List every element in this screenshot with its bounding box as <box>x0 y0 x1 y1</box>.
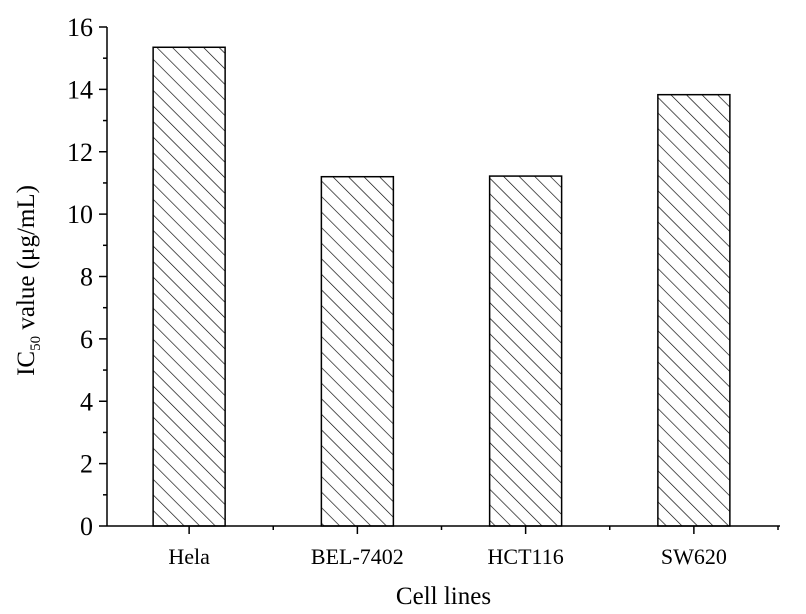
y-tick-label: 0 <box>80 512 93 541</box>
bar-bel-7402 <box>320 175 395 527</box>
y-axis-title: IC50 value (μg/mL) <box>13 185 44 376</box>
y-tick-label: 8 <box>80 263 93 292</box>
x-tick-label: HCT116 <box>488 544 564 569</box>
bar-hct116 <box>488 175 563 527</box>
y-tick-label: 14 <box>67 75 93 104</box>
x-tick-label: BEL-7402 <box>311 544 404 569</box>
y-tick-label: 6 <box>80 325 93 354</box>
y-tick-label: 4 <box>80 387 93 416</box>
bars <box>152 46 731 527</box>
bar-sw620 <box>657 93 731 527</box>
y-tick-label: 10 <box>67 200 93 229</box>
x-tick-label: Hela <box>168 544 210 569</box>
y-tick-label: 2 <box>80 450 93 479</box>
y-tick-label: 12 <box>67 138 93 167</box>
x-tick-label: SW620 <box>661 544 727 569</box>
y-tick-label: 16 <box>67 13 93 42</box>
x-axis-title: Cell lines <box>396 583 491 610</box>
bar-hela <box>152 46 226 527</box>
x-axis-tick-labels: Hela BEL-7402 HCT116 SW620 <box>168 526 779 569</box>
y-axis-ticks: 0 2 4 6 8 10 12 14 16 <box>67 13 107 541</box>
